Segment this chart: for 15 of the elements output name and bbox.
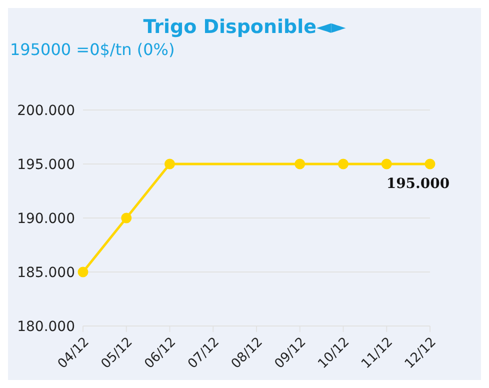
y-tick-label: 190.000 <box>17 210 75 227</box>
annotation: 195.000 <box>386 176 450 192</box>
point <box>338 158 348 170</box>
y-tick-label: 180.000 <box>17 318 75 335</box>
point <box>294 158 306 170</box>
chart-subtitle: 195000 =0$/tn (0%) <box>10 40 175 59</box>
chart-title: Trigo Disponible◄► <box>142 16 347 38</box>
point <box>121 212 132 224</box>
point <box>164 158 175 170</box>
point <box>78 266 88 278</box>
y-tick-label: 195.000 <box>17 156 75 173</box>
point <box>381 158 392 170</box>
y-tick-label: 200.000 <box>17 102 75 119</box>
y-tick-label: 185.000 <box>17 264 75 281</box>
point <box>424 158 436 170</box>
